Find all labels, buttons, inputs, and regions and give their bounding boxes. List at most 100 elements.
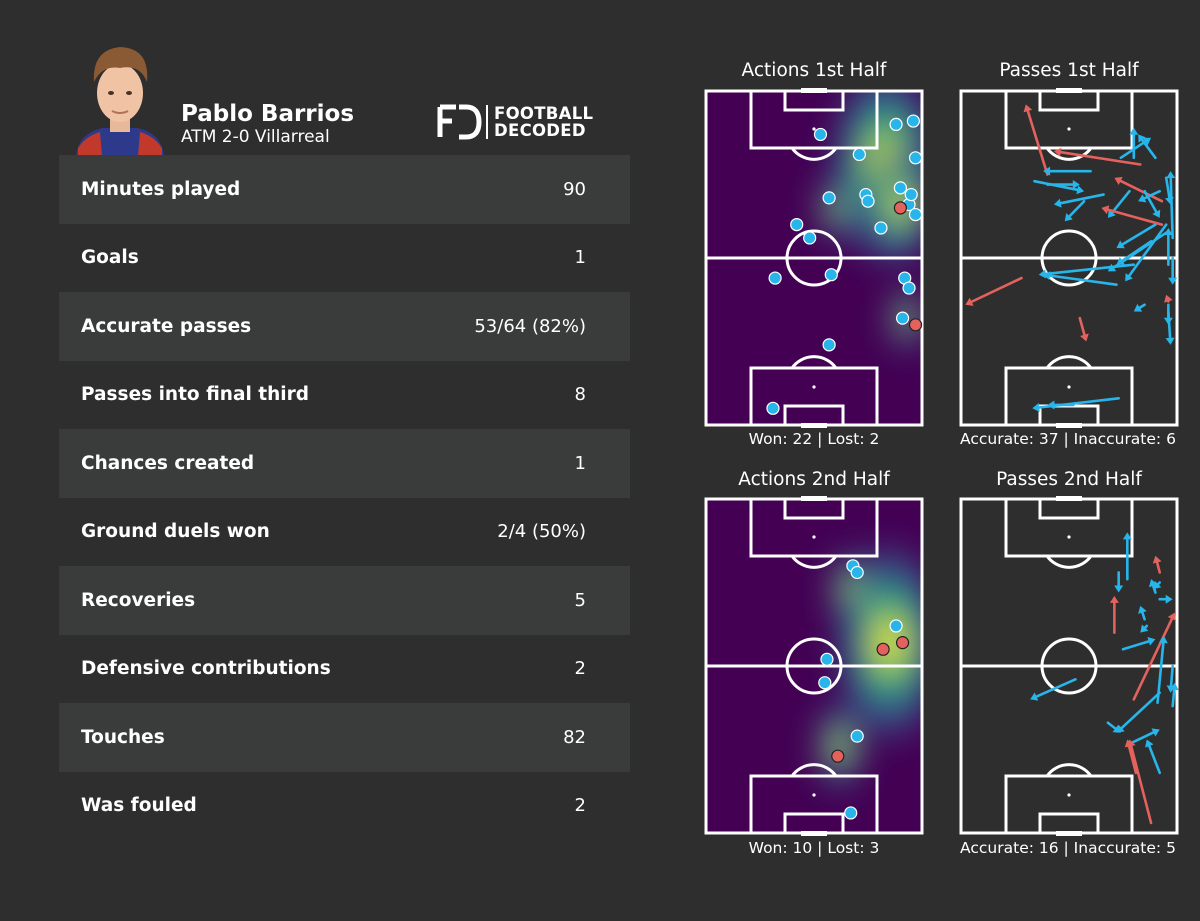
actions-1h-pitch (704, 88, 924, 428)
fd-logo-icon (437, 104, 482, 140)
logo-divider (486, 105, 488, 139)
pass-arrow-inaccurate (1164, 294, 1173, 303)
passes-1h-pitch (959, 88, 1179, 428)
action-point-won (768, 271, 782, 285)
pitch-lines (959, 496, 1179, 836)
actions-2h-title: Actions 2nd Half (738, 469, 890, 490)
stat-row-minutes: Minutes played 90 (59, 155, 630, 224)
stat-label: Chances created (81, 452, 255, 474)
pass-arrow-accurate (1143, 189, 1161, 218)
pass-arrow-accurate (1106, 721, 1121, 733)
action-point-won (908, 207, 923, 222)
stat-value: 2 (574, 795, 586, 817)
football-decoded-logo: FOOTBALL DECODED (436, 104, 593, 140)
pass-arrow-inaccurate (1132, 612, 1176, 701)
action-point-won (803, 231, 817, 245)
pass-arrow-accurate (1121, 637, 1156, 651)
action-point-lost (831, 749, 845, 763)
action-point-won (852, 147, 866, 162)
pass-arrow-accurate (1158, 594, 1173, 604)
action-point-won (818, 676, 832, 690)
stat-row-was-fouled: Was fouled 2 (59, 772, 630, 841)
action-point-won (824, 268, 838, 282)
action-point-won (904, 187, 918, 202)
action-point-won (874, 221, 888, 235)
stat-value: 90 (563, 178, 586, 200)
action-point-won (861, 194, 875, 208)
pass-arrow-accurate (1064, 199, 1086, 222)
passes-1h-title: Passes 1st Half (999, 60, 1139, 81)
stat-value: 82 (563, 726, 586, 748)
stat-label: Accurate passes (81, 315, 252, 337)
stat-value: 1 (574, 247, 586, 269)
stat-label: Ground duels won (81, 521, 270, 543)
stat-value: 1 (574, 452, 586, 474)
actions-2h-pitch (704, 496, 924, 836)
stat-value: 53/64 (82%) (474, 315, 586, 337)
action-point-won (893, 181, 907, 195)
pass-arrow-inaccurate (1114, 176, 1164, 203)
pass-arrow-inaccurate (1053, 147, 1142, 166)
pass-arrow-accurate (1138, 134, 1157, 160)
logo-line-1: FOOTBALL (494, 104, 594, 123)
action-point-won (889, 619, 903, 633)
passes-2h-title: Passes 2nd Half (996, 469, 1142, 490)
stat-label: Goals (81, 247, 139, 269)
pass-arrow-inaccurate (1126, 739, 1153, 825)
action-point-won (766, 401, 780, 415)
stat-value: 8 (574, 384, 586, 406)
pass-arrow-accurate (1163, 227, 1173, 266)
pass-arrow-accurate (1122, 532, 1132, 581)
action-point-won (844, 806, 858, 820)
pass-arrow-accurate (1168, 256, 1178, 285)
stat-label: Recoveries (81, 589, 196, 611)
action-point-won (889, 117, 903, 132)
action-point-won (902, 281, 916, 295)
stat-label: Was fouled (81, 795, 197, 817)
action-point-won (906, 114, 920, 128)
stat-row-accurate-passes: Accurate passes 53/64 (82%) (59, 292, 630, 361)
passes-2h-pitch (959, 496, 1179, 836)
stat-label: Passes into final third (81, 384, 309, 406)
pass-arrow-accurate (1138, 605, 1147, 621)
pass-arrow-inaccurate (1109, 595, 1119, 634)
stat-value: 2/4 (50%) (497, 521, 586, 543)
action-point-lost (908, 318, 923, 332)
stat-row-touches: Touches 82 (59, 703, 630, 772)
action-point-won (822, 338, 836, 352)
actions-1h-title: Actions 1st Half (741, 60, 887, 81)
stats-table: Minutes played 90 Goals 1 Accurate passe… (59, 155, 630, 840)
pass-arrow-accurate (1129, 127, 1139, 160)
stat-row-ground-duels: Ground duels won 2/4 (50%) (59, 498, 630, 567)
action-point-won (820, 652, 834, 666)
stat-row-defensive-contributions: Defensive contributions 2 (59, 635, 630, 704)
pass-arrow-accurate (1107, 189, 1131, 218)
pass-arrow-accurate (1148, 579, 1158, 594)
pass-arrow-accurate (1116, 223, 1157, 249)
pass-arrow-inaccurate (1101, 205, 1164, 226)
pass-arrow-accurate (1130, 728, 1160, 745)
pass-arrow-accurate (1119, 137, 1152, 160)
heatmap-blob (830, 199, 841, 217)
pass-arrow-inaccurate (1152, 555, 1162, 574)
stat-label: Minutes played (81, 178, 241, 200)
pass-arrow-inaccurate (1078, 316, 1089, 342)
action-point-won (850, 565, 864, 580)
action-point-won (895, 311, 910, 325)
avatar (74, 38, 166, 156)
pass-arrow-accurate (1114, 571, 1124, 593)
stat-row-chances-created: Chances created 1 (59, 429, 630, 498)
heatmap-blob (845, 579, 857, 600)
stat-value: 5 (574, 589, 586, 611)
pass-arrow-accurate (1047, 400, 1075, 410)
pitch-lines (704, 496, 924, 836)
stat-row-recoveries: Recoveries 5 (59, 566, 630, 635)
match-result: ATM 2-0 Villarreal (181, 127, 330, 147)
stat-label: Defensive contributions (81, 658, 331, 680)
action-point-won (908, 151, 923, 165)
pass-arrow-accurate (1053, 193, 1105, 208)
action-point-won (822, 191, 836, 205)
action-point-lost (895, 636, 910, 650)
action-point-won (790, 218, 804, 232)
pass-arrow-accurate (1145, 739, 1162, 775)
